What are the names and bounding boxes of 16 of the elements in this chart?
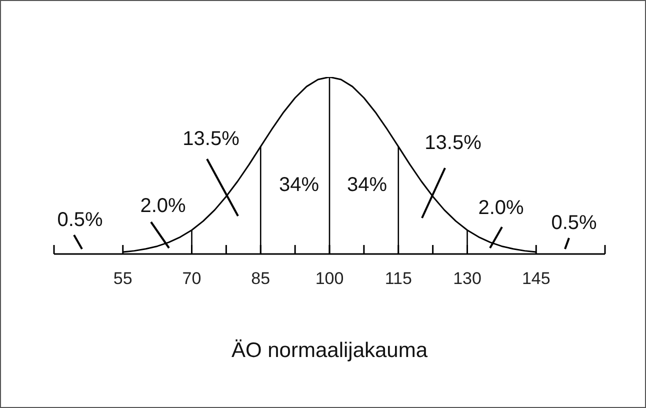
x-tick-label: 100: [315, 269, 344, 288]
x-axis-title: ÄO normaalijakauma: [231, 339, 428, 362]
x-tick-label: 70: [182, 269, 202, 288]
annotation: 2.0%: [478, 197, 524, 219]
annotation: 13.5%: [182, 128, 240, 150]
x-tick-label: 130: [453, 269, 482, 288]
annotation: 0.5%: [57, 209, 104, 231]
annotation: 2.0%: [140, 195, 186, 217]
x-tick-label: 115: [384, 269, 412, 288]
x-tick-label: 145: [522, 269, 550, 288]
annotation: 34%: [346, 174, 388, 196]
annotation: 34%: [278, 174, 320, 196]
annotation: 13.5%: [424, 132, 482, 154]
x-tick-label: 55: [113, 269, 132, 288]
x-tick-label: 85: [251, 269, 270, 288]
annotation: 0.5%: [551, 212, 598, 234]
